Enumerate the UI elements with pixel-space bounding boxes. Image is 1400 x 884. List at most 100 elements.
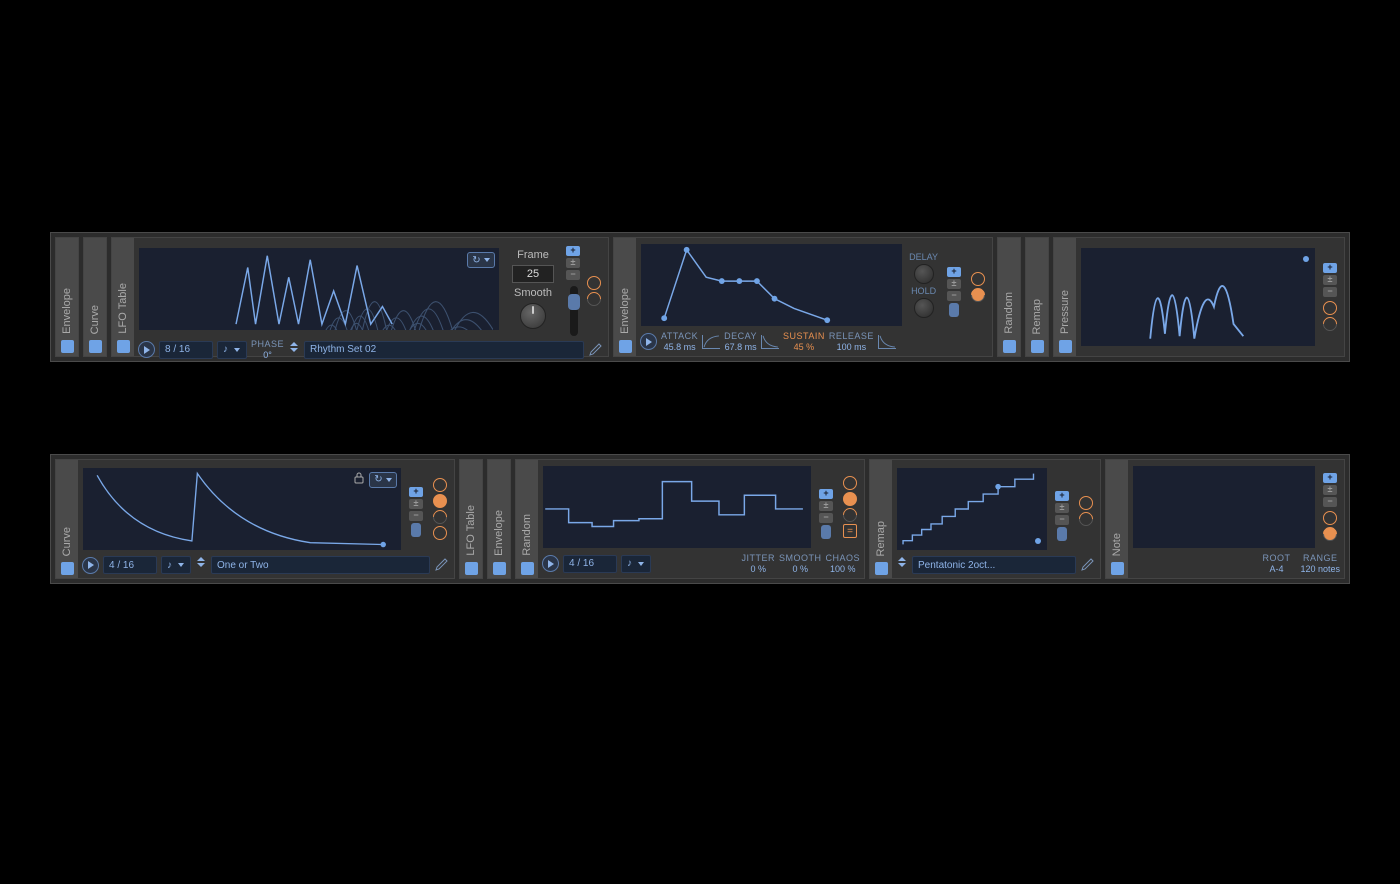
minus-button[interactable]: − <box>1055 515 1069 525</box>
enable-toggle[interactable] <box>117 340 130 353</box>
envelope-display[interactable] <box>640 243 903 327</box>
enable-toggle[interactable] <box>1003 340 1016 353</box>
mod-out-2[interactable] <box>1320 314 1340 334</box>
curve-tab-collapsed[interactable]: Curve <box>83 237 107 357</box>
rate-field[interactable]: 4 / 16 <box>103 556 157 574</box>
envelope-tab-collapsed[interactable]: Envelope <box>55 237 79 357</box>
lock-icon[interactable] <box>353 472 365 484</box>
plus-button[interactable]: + <box>819 489 833 499</box>
preset-field[interactable]: Rhythm Set 02 <box>304 341 584 359</box>
lfo-tab-collapsed[interactable]: LFO Table <box>459 459 483 579</box>
rate-field[interactable]: 4 / 16 <box>563 555 617 573</box>
mod-out-1[interactable] <box>971 272 985 286</box>
smooth-param[interactable]: SMOOTH0 % <box>779 553 822 574</box>
enable-toggle[interactable] <box>619 340 632 353</box>
preset-field[interactable]: Pentatonic 2oct... <box>912 556 1076 574</box>
mod-out-3[interactable] <box>840 505 860 525</box>
enable-toggle[interactable] <box>89 340 102 353</box>
envelope-tab-collapsed[interactable]: Envelope <box>487 459 511 579</box>
enable-toggle[interactable] <box>1111 562 1124 575</box>
mod-out-1[interactable] <box>587 276 601 290</box>
mod-out-2[interactable] <box>433 494 447 508</box>
handle-dot[interactable] <box>1035 538 1041 544</box>
enable-toggle[interactable] <box>493 562 506 575</box>
chaos-param[interactable]: CHAOS100 % <box>825 553 860 574</box>
random-display[interactable] <box>542 465 812 549</box>
decay-param[interactable]: DECAY67.8 ms <box>724 331 757 352</box>
attack-curve-icon[interactable] <box>702 335 720 349</box>
lfo-waveform-display[interactable]: ↻ <box>138 247 500 331</box>
note-display[interactable] <box>1132 465 1316 549</box>
enable-toggle[interactable] <box>875 562 888 575</box>
pm-button[interactable]: ± <box>409 499 423 509</box>
pm-button[interactable]: ± <box>1323 485 1337 495</box>
plus-button[interactable]: + <box>1055 491 1069 501</box>
range-param[interactable]: RANGE120 notes <box>1300 553 1340 574</box>
pm-button[interactable]: ± <box>1323 275 1337 285</box>
plus-button[interactable]: + <box>566 246 580 256</box>
minus-button[interactable]: − <box>1323 287 1337 297</box>
remap-tab-collapsed[interactable]: Remap <box>1025 237 1049 357</box>
minus-button[interactable]: − <box>947 291 961 301</box>
minus-button[interactable]: − <box>409 511 423 521</box>
mod-out-2[interactable] <box>968 285 988 305</box>
decay-curve-icon[interactable] <box>761 335 779 349</box>
root-param[interactable]: ROOTA-4 <box>1262 553 1290 574</box>
rate-field[interactable]: 8 / 16 <box>159 341 213 359</box>
pencil-icon[interactable] <box>1080 557 1096 573</box>
pm-button[interactable]: ± <box>947 279 961 289</box>
play-button[interactable] <box>542 555 559 572</box>
mod-out-1[interactable] <box>1079 496 1093 510</box>
frame-value[interactable]: 25 <box>512 265 554 283</box>
mod-out-1[interactable] <box>843 476 857 490</box>
pm-button[interactable]: ± <box>1055 503 1069 513</box>
minus-button[interactable]: − <box>819 513 833 523</box>
plus-button[interactable]: + <box>1323 263 1337 273</box>
random-tab-collapsed[interactable]: Random <box>997 237 1021 357</box>
preset-stepper[interactable] <box>896 556 908 574</box>
plus-button[interactable]: + <box>947 267 961 277</box>
handle-dot[interactable] <box>1303 256 1309 262</box>
note-sync-button[interactable]: ♪ <box>217 341 247 359</box>
enable-toggle[interactable] <box>465 562 478 575</box>
enable-toggle[interactable] <box>521 562 534 575</box>
curve-display[interactable]: ↻ <box>82 467 402 551</box>
release-curve-icon[interactable] <box>878 335 896 349</box>
attack-param[interactable]: ATTACK45.8 ms <box>661 331 698 352</box>
pencil-icon[interactable] <box>434 557 450 573</box>
hold-knob[interactable] <box>914 298 934 318</box>
loop-mode-button[interactable]: ↻ <box>467 252 495 268</box>
remap-display[interactable] <box>896 467 1048 551</box>
jitter-param[interactable]: JITTER0 % <box>741 553 775 574</box>
play-button[interactable] <box>138 341 155 358</box>
pm-button[interactable]: ± <box>566 258 580 268</box>
note-sync-button[interactable]: ♪ <box>161 556 191 574</box>
mod-out-2[interactable] <box>1320 524 1340 544</box>
mod-out-3[interactable] <box>430 507 450 527</box>
loop-mode-button[interactable]: ↻ <box>369 472 397 488</box>
delay-knob[interactable] <box>914 264 934 284</box>
plus-button[interactable]: + <box>1323 473 1337 483</box>
sustain-param[interactable]: SUSTAIN45 % <box>783 331 825 352</box>
mod-out-1[interactable] <box>433 478 447 492</box>
play-button[interactable] <box>82 557 99 574</box>
minus-button[interactable]: − <box>1323 497 1337 507</box>
enable-toggle[interactable] <box>61 340 74 353</box>
preset-field[interactable]: One or Two <box>211 556 430 574</box>
release-param[interactable]: RELEASE100 ms <box>829 331 874 352</box>
pressure-display[interactable] <box>1080 247 1316 347</box>
minus-button[interactable]: − <box>566 270 580 280</box>
mod-out-2[interactable] <box>843 492 857 506</box>
play-button[interactable] <box>640 333 657 350</box>
mod-out-1[interactable] <box>1323 511 1337 525</box>
mod-out-2[interactable] <box>1076 509 1096 529</box>
pencil-icon[interactable] <box>588 342 604 358</box>
enable-toggle[interactable] <box>1059 340 1072 353</box>
plus-button[interactable]: + <box>409 487 423 497</box>
frame-slider[interactable] <box>570 286 578 336</box>
enable-toggle[interactable] <box>1031 340 1044 353</box>
preset-stepper[interactable] <box>195 556 207 574</box>
note-sync-button[interactable]: ♪ <box>621 555 651 573</box>
phase-stepper[interactable] <box>288 341 300 359</box>
smooth-knob[interactable] <box>520 303 546 329</box>
